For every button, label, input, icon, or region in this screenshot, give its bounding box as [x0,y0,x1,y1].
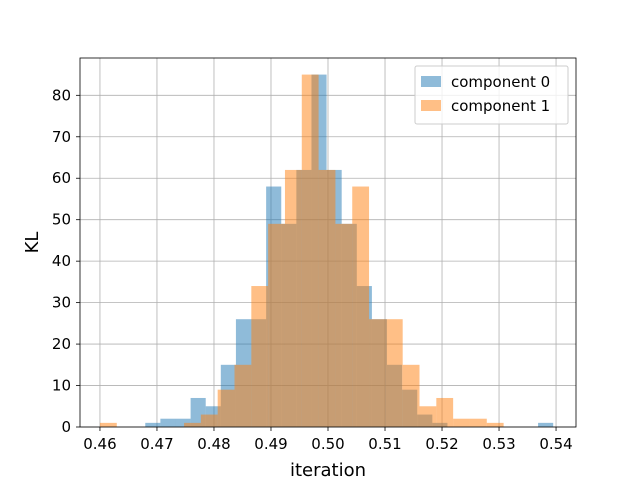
histogram-bar-series-0 [175,418,191,427]
y-tick-label: 20 [52,335,71,353]
y-tick-label: 70 [52,128,71,146]
histogram-bar-series-1 [486,422,504,427]
x-tick-label: 0.50 [311,435,344,453]
histogram-bar-series-1 [453,418,470,427]
histogram-bar-series-1 [184,422,201,427]
histogram-bar-series-1 [335,223,353,427]
histogram-bar-series-1 [217,389,235,427]
histogram-bar-series-1 [268,223,285,427]
y-tick-label: 10 [52,377,71,395]
legend: component 0 component 1 [414,65,569,125]
x-tick-label: 0.52 [425,435,458,453]
histogram-bar-series-1 [284,169,302,427]
histogram-bar-series-1 [251,286,269,427]
axis-ticks: 0.46 0.47 0.48 0.49 0.50 0.51 0.52 0.53 0.54 0 10 2… [52,86,573,453]
x-tick-label: 0.47 [140,435,173,453]
histogram-bar-series-1 [385,319,403,427]
histogram-bar-series-1 [436,397,454,427]
y-tick-label: 60 [52,169,71,187]
histogram-bar-series-1 [99,422,117,427]
histogram-bar-series-1 [419,406,437,427]
histogram-bar-series-1 [234,364,252,427]
y-axis-label: KL [22,232,43,254]
histogram-bars [99,74,554,428]
histogram-bar-series-0 [145,422,161,427]
histogram-bar-series-0 [160,418,176,427]
x-tick-label: 0.49 [254,435,287,453]
histogram-bar-series-1 [469,418,487,427]
legend-label: component 1 [451,97,550,115]
x-tick-label: 0.48 [197,435,230,453]
y-tick-label: 40 [52,252,71,270]
histogram-bar-series-1 [301,74,319,428]
legend-box [414,65,569,125]
legend-swatch [421,100,441,111]
histogram-bar-series-1 [318,169,336,427]
x-tick-label: 0.53 [482,435,515,453]
x-tick-label: 0.46 [83,435,116,453]
histogram-bar-series-1 [352,186,370,427]
x-tick-label: 0.54 [539,435,572,453]
x-axis-label: iteration [290,460,366,480]
y-tick-label: 0 [61,418,71,436]
histogram-bar-series-1 [402,364,420,427]
histogram-bar-series-1 [200,414,218,427]
y-tick-label: 80 [52,86,71,104]
legend-label: component 0 [451,73,550,91]
x-tick-label: 0.51 [368,435,401,453]
y-tick-label: 50 [52,211,71,229]
y-tick-label: 30 [52,294,71,312]
legend-swatch [421,76,441,87]
histogram-bar-series-0 [538,422,554,427]
histogram-bar-series-1 [369,319,386,427]
